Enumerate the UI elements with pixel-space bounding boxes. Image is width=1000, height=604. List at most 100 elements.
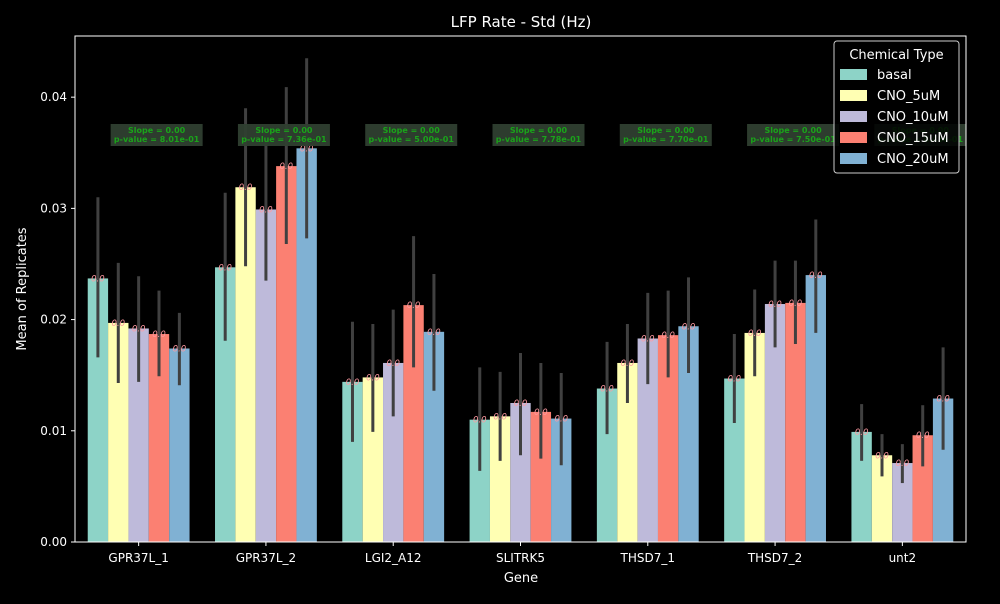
- bar: [871, 455, 893, 542]
- legend-swatch: [840, 111, 867, 122]
- annotation-text: p-value = 5.00e-01: [369, 135, 455, 144]
- annotation-box: [237, 124, 330, 146]
- bar: [912, 435, 933, 542]
- x-tick-label: THSD7_1: [620, 551, 675, 565]
- bar-value-label: 0.0: [259, 205, 273, 215]
- annotation-text: p-value = 7.70e-01: [623, 135, 709, 144]
- bar-value-label: 0.0: [346, 378, 360, 388]
- bar: [362, 377, 384, 542]
- bars-layer: [87, 148, 954, 543]
- legend-label: CNO_10uM: [877, 110, 949, 125]
- bar: [128, 328, 149, 542]
- bar-value-label: 0.0: [875, 451, 889, 461]
- y-tick-label: 0.04: [40, 90, 67, 104]
- annotation-text: Slope = 0.00: [637, 126, 695, 135]
- annotation-text: p-value = 7.36e-01: [241, 135, 327, 144]
- bar: [744, 332, 765, 542]
- bar-value-label: 0.0: [789, 299, 803, 309]
- legend: Chemical Type basal CNO_5uM CNO_10uM CNO_15u…: [833, 40, 960, 174]
- legend-label: basal: [877, 68, 912, 83]
- annotation-box: [110, 124, 203, 146]
- bar: [510, 402, 531, 542]
- bar-value-label: 0.0: [366, 373, 380, 383]
- bar: [851, 431, 872, 542]
- bar: [678, 326, 699, 542]
- annotation-text: p-value = 7.50e-01: [750, 135, 836, 144]
- bar-value-label: 0.0: [896, 459, 910, 469]
- annotation-text: Slope = 0.00: [128, 126, 186, 135]
- bar-value-label: 0.0: [728, 375, 742, 385]
- bar-value-label: 0.0: [936, 395, 950, 405]
- x-tick-label: GPR37L_1: [108, 551, 168, 565]
- annotation-text: Slope = 0.00: [255, 126, 313, 135]
- bar-value-label: 0.0: [682, 322, 696, 332]
- bar: [235, 187, 256, 542]
- bar: [617, 362, 638, 542]
- bar-value-label: 0.0: [473, 416, 487, 426]
- annotation-box: [365, 124, 458, 146]
- bar-value-label: 0.0: [173, 344, 187, 354]
- bar-value-label: 0.0: [600, 385, 614, 395]
- bar: [383, 362, 404, 542]
- bar: [932, 398, 954, 542]
- annotation-text: Slope = 0.00: [510, 126, 568, 135]
- bar: [657, 335, 679, 542]
- bar-value-label: 0.0: [132, 324, 146, 334]
- bar: [469, 419, 490, 542]
- legend-label: CNO_15uM: [877, 131, 949, 146]
- legend-title: Chemical Type: [849, 48, 943, 63]
- bar: [637, 338, 658, 542]
- bar: [255, 209, 277, 542]
- bar-value-label: 0.0: [748, 329, 762, 339]
- bar-value-label: 0.0: [661, 331, 675, 341]
- bar: [596, 388, 618, 542]
- annotation-text: Slope = 0.00: [764, 126, 822, 135]
- bar-value-label: 0.0: [112, 319, 126, 329]
- bar-value-label: 0.0: [218, 263, 232, 273]
- bar: [342, 381, 363, 542]
- bar-value-label: 0.0: [386, 359, 400, 369]
- error-bars-layer: [96, 58, 945, 484]
- bar-value-label: 0.0: [809, 271, 823, 281]
- bar-value-label: 0.0: [407, 301, 421, 311]
- bar: [276, 166, 297, 542]
- bar-labels-layer: 0.0 0.0 0.0 0.0 0.0 0.0 0.0 0.0 0.0 0.0 0.0 0.0 0.0 0…: [91, 144, 950, 469]
- bar-value-label: 0.0: [300, 144, 314, 154]
- bar: [215, 267, 236, 542]
- bar: [785, 302, 806, 542]
- bar: [551, 418, 572, 542]
- bar-value-label: 0.0: [916, 431, 930, 441]
- bar: [169, 348, 190, 542]
- bar-value-label: 0.0: [641, 334, 655, 344]
- legend-label: CNO_5uM: [877, 89, 940, 104]
- bar: [148, 334, 170, 542]
- bar: [530, 411, 552, 542]
- x-tick-label: THSD7_2: [747, 551, 802, 565]
- bar: [423, 331, 445, 542]
- x-tick-label: SLITRK5: [496, 551, 545, 565]
- bar-value-label: 0.0: [427, 328, 441, 338]
- legend-swatch: [840, 132, 867, 143]
- bar: [892, 463, 913, 542]
- bar: [805, 275, 826, 542]
- bar-value-label: 0.0: [493, 412, 507, 422]
- y-tick-label: 0.02: [40, 313, 67, 327]
- x-ticks-layer: GPR37L_1 GPR37L_2 LGI2_A12 SLITRK5 THSD7_1 TH…: [108, 542, 916, 565]
- bar-value-label: 0.0: [534, 408, 548, 418]
- bar-value-label: 0.0: [768, 300, 782, 310]
- y-ticks-layer: 0.00 0.01 0.02 0.03 0.04: [40, 90, 75, 549]
- bar: [403, 305, 424, 542]
- bar-value-label: 0.0: [91, 274, 105, 284]
- bar: [296, 148, 317, 543]
- legend-swatch: [840, 90, 867, 101]
- x-tick-label: LGI2_A12: [365, 551, 422, 565]
- bar-value-label: 0.0: [239, 183, 253, 193]
- x-tick-label: unt2: [889, 551, 917, 565]
- annotation-text: p-value = 8.01e-01: [114, 135, 200, 144]
- annotation-box: [747, 124, 840, 146]
- y-axis-label: Mean of Replicates: [15, 227, 30, 350]
- annotation-text: Slope = 0.00: [383, 126, 441, 135]
- legend-swatch: [840, 153, 867, 164]
